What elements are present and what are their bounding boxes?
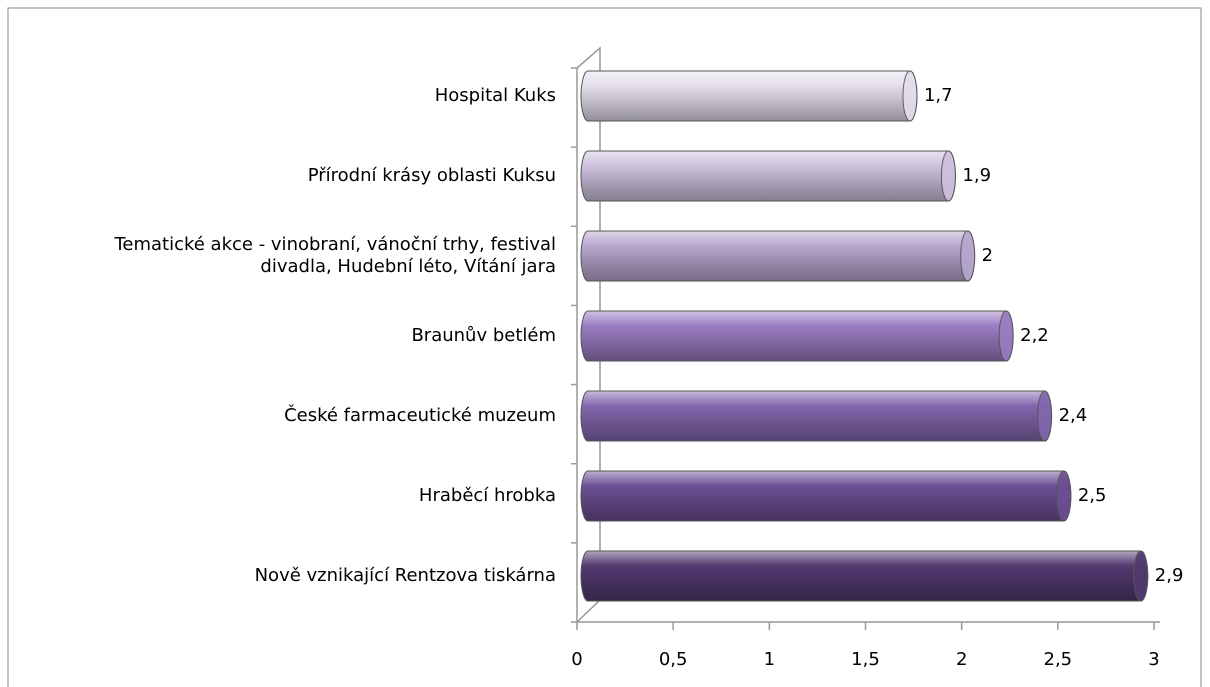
value-label: 2,4 [1059, 405, 1088, 426]
y-tick-label: Tematické akce - vinobraní, vánoční trhy… [113, 234, 556, 277]
y-tick-label: Hraběcí hrobka [419, 485, 556, 506]
bar-cap [1056, 470, 1072, 522]
y-tick-label: Přírodní krásy oblasti Kuksu [308, 165, 556, 186]
x-tick-label: 1 [764, 649, 775, 670]
bar [580, 550, 1149, 602]
y-tick-label: Hospital Kuks [435, 85, 556, 106]
value-label: 2,2 [1020, 325, 1049, 346]
y-tick-label: Braunův betlém [411, 325, 556, 346]
value-label: 2,5 [1078, 485, 1107, 506]
bar-cap [902, 70, 918, 122]
x-tick-label: 1,5 [851, 649, 880, 670]
x-tick-label: 0,5 [659, 649, 688, 670]
bar [580, 470, 1072, 522]
x-tick-label: 2,5 [1044, 649, 1073, 670]
bar-cap [1037, 390, 1053, 442]
y-tick-label: Nově vznikající Rentzova tiskárna [255, 565, 556, 586]
bar-cap [960, 230, 976, 282]
bar-cap [998, 310, 1014, 362]
x-tick-label: 3 [1148, 649, 1159, 670]
value-label: 1,7 [924, 85, 953, 106]
bar-cap [940, 150, 956, 202]
bar [580, 150, 956, 202]
x-tick-label: 0 [571, 649, 582, 670]
bar-cap [1133, 550, 1149, 602]
x-tick-label: 2 [956, 649, 967, 670]
value-label: 2,9 [1155, 565, 1184, 586]
bar [580, 70, 918, 122]
bar [580, 310, 1014, 362]
bar [580, 390, 1053, 442]
value-label: 2 [982, 245, 993, 266]
bar [580, 230, 976, 282]
y-tick-label: České farmaceutické muzeum [284, 404, 556, 426]
value-label: 1,9 [962, 165, 991, 186]
